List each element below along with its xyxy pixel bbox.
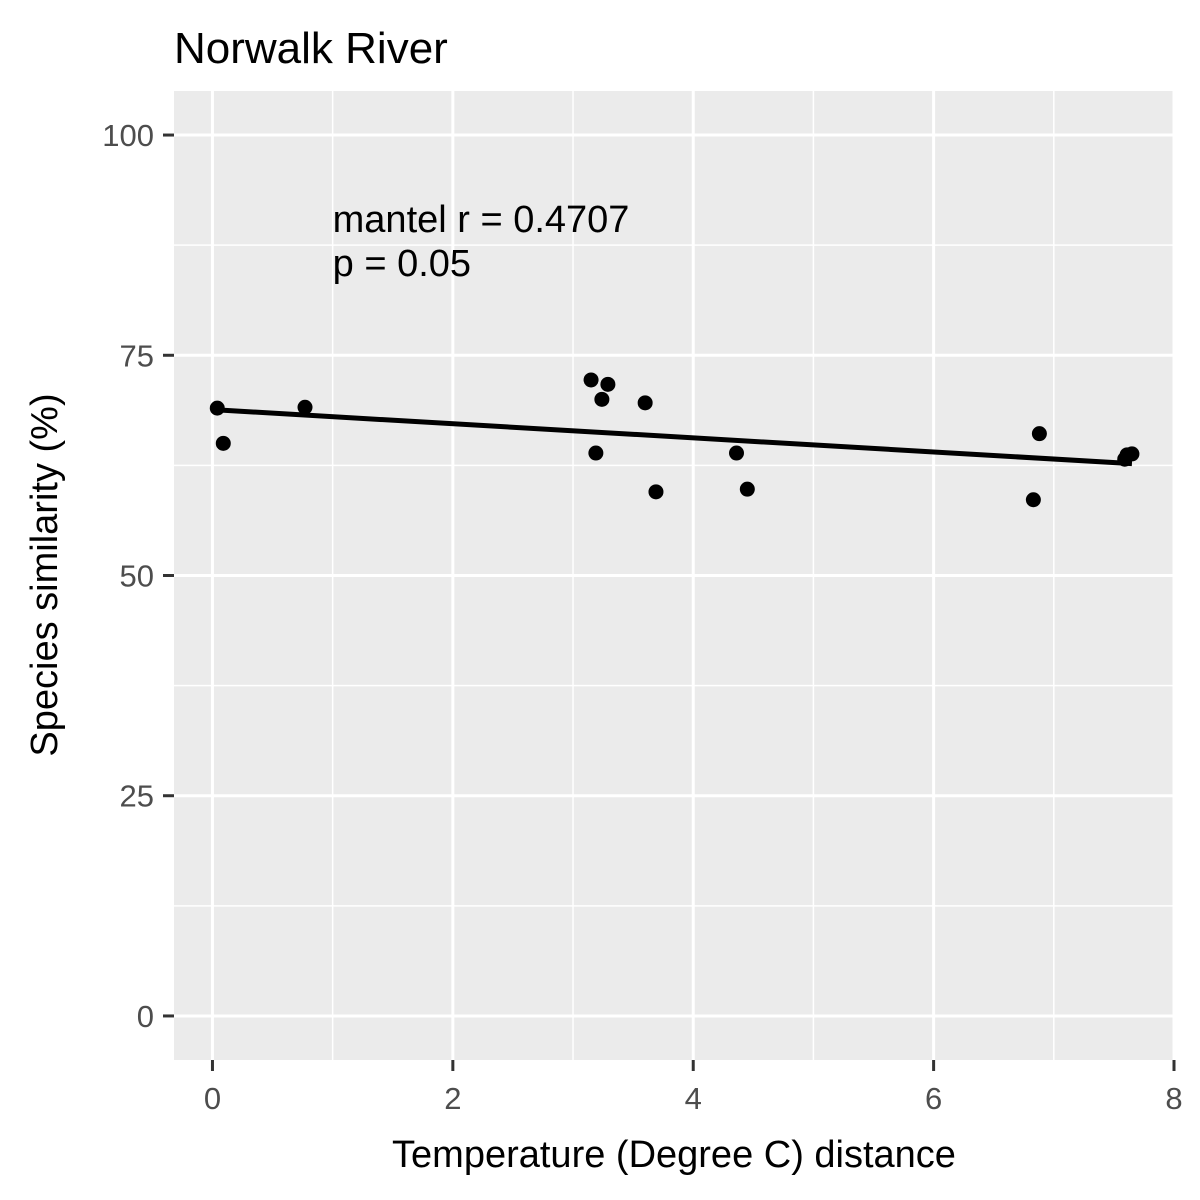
x-tick-label: 4 <box>685 1081 702 1116</box>
data-point <box>594 391 610 407</box>
data-point <box>215 435 231 451</box>
y-tick-label: 25 <box>120 779 154 814</box>
major-gridlines <box>174 91 1176 1060</box>
y-tick-label: 0 <box>137 999 154 1034</box>
x-tick-label: 6 <box>925 1081 942 1116</box>
data-point <box>297 399 313 415</box>
x-tick-label: 8 <box>1165 1081 1182 1116</box>
y-tick-label: 75 <box>120 338 154 373</box>
data-point <box>1025 492 1041 508</box>
x-axis-ticks: 0 2 4 6 8 <box>204 1060 1183 1116</box>
data-point <box>583 372 599 388</box>
trend-line <box>217 407 1133 467</box>
data-point <box>588 445 604 461</box>
chart-title: Norwalk River <box>174 24 448 73</box>
data-point <box>600 376 616 392</box>
y-axis-ticks: 0 25 50 75 100 <box>102 118 174 1034</box>
data-point <box>209 400 225 416</box>
data-point <box>648 484 664 500</box>
mantel-r-label: mantel r = 0.4707 <box>333 199 630 241</box>
data-points <box>209 372 1140 508</box>
x-tick-label: 0 <box>204 1081 221 1116</box>
y-tick-label: 50 <box>120 559 154 594</box>
data-point <box>729 445 744 461</box>
data-point <box>1031 426 1047 442</box>
p-value-label: p = 0.05 <box>333 243 471 285</box>
mantel-annotation: mantel r = 0.4707 p = 0.05 <box>333 199 640 285</box>
data-point <box>739 481 755 497</box>
data-point <box>637 395 653 411</box>
y-tick-label: 100 <box>102 118 154 153</box>
y-axis-title: Species similarity (%) <box>24 393 66 756</box>
data-point <box>1124 446 1140 462</box>
x-axis-title: Temperature (Degree C) distance <box>392 1134 956 1176</box>
x-tick-label: 2 <box>444 1081 461 1116</box>
